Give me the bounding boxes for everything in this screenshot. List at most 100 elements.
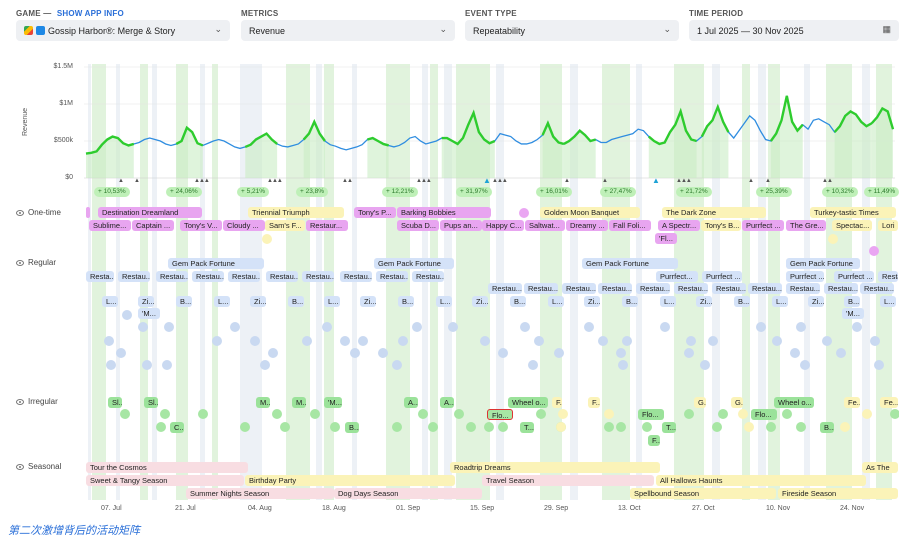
row-toggle-seasonal[interactable]: Seasonal [16, 462, 61, 471]
event-bar[interactable]: Restau... [748, 283, 782, 294]
event-bar[interactable]: Birthday Party [245, 475, 455, 486]
event-dot[interactable] [262, 234, 272, 244]
event-bar[interactable]: Spellbound Season [630, 488, 776, 499]
event-bar[interactable]: Flo... [487, 409, 513, 420]
event-dot[interactable] [822, 336, 832, 346]
event-bar[interactable] [86, 207, 90, 218]
event-dot[interactable] [890, 409, 899, 419]
event-bar[interactable]: Sublime... [89, 220, 131, 231]
event-bar[interactable]: B... [734, 296, 750, 307]
event-dot[interactable] [330, 422, 340, 432]
event-bar[interactable]: B... [510, 296, 526, 307]
row-toggle-irregular[interactable]: Irregular [16, 397, 58, 406]
event-bar[interactable]: Zi... [808, 296, 824, 307]
event-bar[interactable]: Turkey-tastic Times [810, 207, 896, 218]
event-bar[interactable]: Purrfect ... [834, 271, 874, 282]
event-bar[interactable]: L... [772, 296, 788, 307]
event-dot[interactable] [268, 348, 278, 358]
event-dot[interactable] [686, 336, 696, 346]
event-dot[interactable] [642, 422, 652, 432]
event-dot[interactable] [358, 336, 368, 346]
event-bar[interactable]: Sweet & Tangy Season [86, 475, 244, 486]
event-dot[interactable] [260, 360, 270, 370]
event-dot[interactable] [448, 322, 458, 332]
event-dot[interactable] [862, 409, 872, 419]
event-bar[interactable]: Restau... [860, 283, 894, 294]
event-dot[interactable] [790, 348, 800, 358]
event-bar[interactable]: Purrfect ... [786, 271, 824, 282]
event-dot[interactable] [869, 246, 879, 256]
event-dot[interactable] [454, 409, 464, 419]
event-bar[interactable]: Fe... [844, 397, 860, 408]
event-dot[interactable] [836, 348, 846, 358]
event-dot[interactable] [322, 322, 332, 332]
event-dot[interactable] [684, 409, 694, 419]
event-dot[interactable] [558, 409, 568, 419]
event-dot[interactable] [870, 336, 880, 346]
event-bar[interactable]: M... [292, 397, 306, 408]
event-bar[interactable]: Restau... [228, 271, 260, 282]
event-bar[interactable]: Tour the Cosmos [86, 462, 248, 473]
event-dot[interactable] [340, 336, 350, 346]
event-bar[interactable]: Restau... [562, 283, 596, 294]
event-dot[interactable] [280, 422, 290, 432]
event-bar[interactable]: Spectac... [832, 220, 872, 231]
event-bar[interactable]: G... [731, 397, 743, 408]
event-bar[interactable]: 'M... [842, 308, 864, 319]
event-dot[interactable] [840, 422, 850, 432]
event-bar[interactable]: 'Fl... [655, 233, 677, 244]
event-dot[interactable] [418, 409, 428, 419]
event-bar[interactable]: Gem Pack Fortune [374, 258, 454, 269]
event-dot[interactable] [604, 422, 614, 432]
event-dot[interactable] [796, 422, 806, 432]
event-dot[interactable] [162, 360, 172, 370]
event-bar[interactable]: Restau... [266, 271, 298, 282]
event-bar[interactable]: Zi... [250, 296, 266, 307]
event-bar[interactable]: Sl... [144, 397, 158, 408]
event-bar[interactable]: Gem Pack Fortune [786, 258, 860, 269]
event-bar[interactable]: Sam's F... [265, 220, 305, 231]
event-dot[interactable] [160, 409, 170, 419]
event-bar[interactable]: All Hallows Haunts [656, 475, 866, 486]
event-dot[interactable] [428, 422, 438, 432]
event-dot[interactable] [616, 348, 626, 358]
event-bar[interactable]: L... [324, 296, 340, 307]
event-bar[interactable]: Restau... [340, 271, 372, 282]
event-dot[interactable] [534, 336, 544, 346]
event-bar[interactable]: Wheel o... [508, 397, 548, 408]
event-bar[interactable]: Lori [878, 220, 898, 231]
event-bar[interactable]: Cloudy ... [223, 220, 265, 231]
event-dot[interactable] [498, 348, 508, 358]
event-bar[interactable]: Golden Moon Banquet [540, 207, 640, 218]
event-dot[interactable] [498, 422, 508, 432]
event-dot[interactable] [738, 409, 748, 419]
event-dot[interactable] [480, 336, 490, 346]
event-bar[interactable]: L... [548, 296, 564, 307]
event-bar[interactable]: T... [520, 422, 534, 433]
event-dot[interactable] [622, 336, 632, 346]
event-bar[interactable]: Gem Pack Fortune [168, 258, 264, 269]
event-bar[interactable]: Tony's B... [701, 220, 741, 231]
game-select[interactable]: Gossip Harbor®: Merge & Story ⌄ [16, 20, 230, 41]
event-dot[interactable] [122, 310, 132, 320]
event-dot[interactable] [708, 336, 718, 346]
event-bar[interactable]: Saltwat... [525, 220, 565, 231]
event-bar[interactable]: Restau... [598, 283, 632, 294]
event-dot[interactable] [782, 409, 792, 419]
event-dot[interactable] [378, 348, 388, 358]
event-dot[interactable] [528, 360, 538, 370]
event-dot[interactable] [852, 322, 862, 332]
event-bar[interactable]: Gem Pack Fortune [582, 258, 678, 269]
event-bar[interactable]: Restau... [636, 283, 670, 294]
event-bar[interactable]: Zi... [472, 296, 488, 307]
event-bar[interactable]: A... [440, 397, 454, 408]
event-bar[interactable]: Restaur... [306, 220, 348, 231]
event-bar[interactable]: Restau... [412, 271, 444, 282]
event-dot[interactable] [604, 409, 614, 419]
event-bar[interactable]: Tony's P... [354, 207, 396, 218]
event-bar[interactable]: T... [662, 422, 676, 433]
event-dot[interactable] [660, 322, 670, 332]
event-bar[interactable]: Zi... [696, 296, 712, 307]
event-bar[interactable]: M... [256, 397, 270, 408]
event-bar[interactable]: Zi... [584, 296, 600, 307]
